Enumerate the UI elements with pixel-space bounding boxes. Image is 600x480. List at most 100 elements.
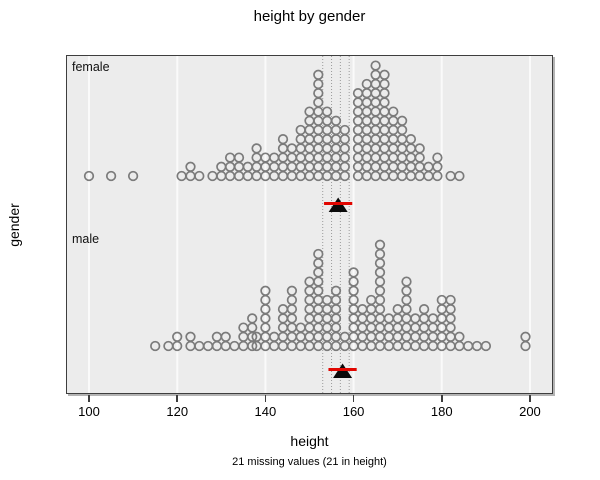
observation-dot [374, 239, 386, 250]
observation-dot [445, 170, 456, 182]
observation-dot [396, 134, 408, 145]
observation-dot [445, 340, 456, 352]
observation-dot [304, 340, 315, 352]
observation-dot [427, 322, 439, 333]
observation-dot [330, 340, 342, 352]
observation-dot [304, 322, 315, 333]
observation-dot [357, 331, 368, 342]
observation-dot [321, 161, 333, 172]
observation-dot [313, 170, 324, 182]
observation-dot [445, 313, 456, 324]
observation-dot [370, 78, 381, 90]
observation-dot [330, 152, 342, 163]
observation-dot [330, 124, 342, 136]
observation-dot [370, 143, 381, 154]
x-axis-label: height [290, 433, 329, 449]
observation-dot [379, 78, 390, 90]
observation-dot [361, 115, 372, 126]
observation-dot [269, 170, 280, 182]
observation-dot [277, 161, 289, 172]
observation-dot [176, 170, 187, 182]
observation-dot [150, 340, 161, 352]
observation-dot [388, 124, 399, 136]
observation-dot [304, 106, 315, 117]
observation-dot [392, 331, 403, 342]
observation-dot [370, 124, 381, 136]
observation-dot [286, 161, 298, 172]
observation-dot [423, 170, 434, 182]
observation-dot [321, 115, 333, 126]
observation-dot [224, 161, 236, 172]
observation-dot [269, 331, 280, 342]
observation-dot [352, 143, 364, 154]
x-tick-label: 120 [166, 404, 189, 419]
observation-dot [163, 340, 174, 352]
x-tick-label: 140 [254, 404, 277, 419]
observation-dot [339, 143, 350, 154]
observation-dot [313, 143, 324, 154]
observation-dot [286, 143, 298, 154]
observation-dot [339, 152, 350, 163]
observation-dot [379, 170, 390, 182]
observation-dot [277, 313, 289, 324]
observation-dot [432, 161, 443, 172]
observation-dot [286, 294, 298, 306]
x-tick-label: 180 [430, 404, 453, 419]
observation-dot [383, 331, 395, 342]
observation-dot [295, 170, 306, 182]
observation-dot [339, 134, 350, 145]
observation-dot [427, 331, 439, 342]
observation-dot [454, 340, 465, 352]
observation-dot [233, 152, 245, 163]
observation-dot [352, 115, 364, 126]
observation-dot [330, 294, 342, 306]
observation-dot [242, 170, 253, 182]
observation-dot [388, 170, 399, 182]
observation-dot [313, 115, 324, 126]
observation-dot [370, 60, 381, 71]
observation-dot [321, 143, 333, 154]
x-tick-mark [88, 395, 90, 402]
observation-dot [172, 331, 183, 342]
observation-dot [247, 322, 258, 333]
observation-dot [295, 331, 306, 342]
observation-dot [414, 143, 425, 154]
observation-dot [361, 78, 372, 90]
observation-dot [313, 106, 324, 117]
observation-dot [374, 304, 386, 315]
observation-dot [366, 322, 377, 333]
observation-dot [185, 161, 196, 172]
observation-dot [330, 322, 342, 333]
observation-dot [304, 331, 315, 342]
observation-dot [410, 340, 421, 352]
observation-dot [220, 331, 231, 342]
observation-dot [374, 248, 386, 260]
observation-dot [405, 161, 417, 172]
y-axis-label: gender [6, 203, 22, 247]
observation-dot [370, 97, 381, 108]
observation-dot [216, 161, 227, 172]
observation-dot [357, 322, 368, 333]
observation-dot [401, 304, 412, 315]
observation-dot [366, 340, 377, 352]
observation-dot [370, 170, 381, 182]
observation-dot [304, 124, 315, 136]
observation-dot [374, 267, 386, 278]
observation-dot [471, 340, 483, 352]
observation-dot [370, 69, 381, 80]
observation-dot [463, 340, 474, 352]
observation-dot [361, 106, 372, 117]
observation-dot [313, 124, 324, 136]
observation-dot [260, 285, 271, 296]
observation-dot [418, 340, 430, 352]
observation-dot [202, 340, 214, 352]
observation-dot [396, 152, 408, 163]
observation-dot [286, 322, 298, 333]
observation-dot [313, 88, 324, 99]
observation-dot [330, 285, 342, 296]
observation-dot [321, 313, 333, 324]
observation-dot [361, 97, 372, 108]
observation-dot [295, 161, 306, 172]
observation-dot [379, 88, 390, 99]
observation-dot [361, 152, 372, 163]
